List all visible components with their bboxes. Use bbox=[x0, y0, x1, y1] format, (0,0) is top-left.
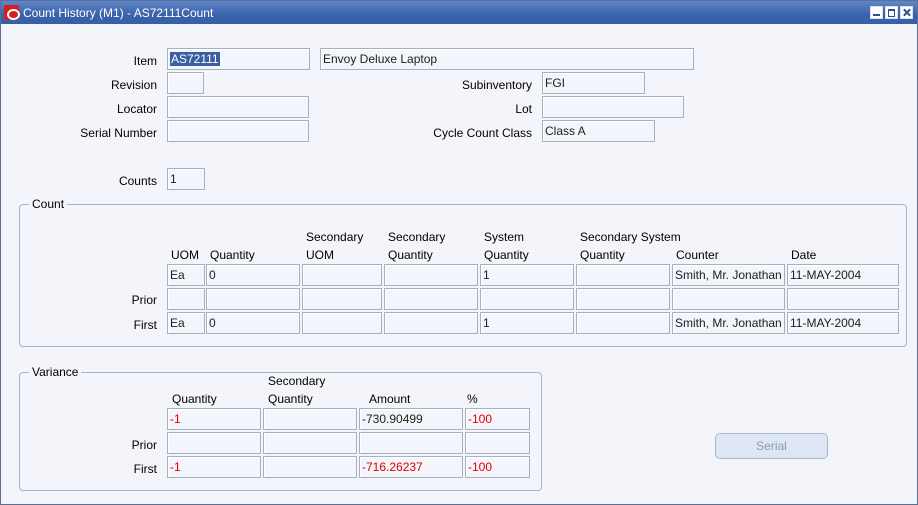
revision-field[interactable] bbox=[167, 72, 204, 94]
col-system-quantity-line1: System bbox=[484, 230, 525, 244]
count-first-quantity[interactable]: 0 bbox=[206, 312, 300, 334]
count-prior-date[interactable] bbox=[787, 288, 899, 310]
serial-number-label: Serial Number bbox=[80, 126, 157, 140]
variance-prior-percent[interactable] bbox=[465, 432, 530, 454]
count-first-secondary-system-quantity[interactable] bbox=[576, 312, 670, 334]
count-first-secondary-uom[interactable] bbox=[302, 312, 382, 334]
var-col-amount: Amount bbox=[369, 392, 411, 406]
variance-first-quantity[interactable]: -1 bbox=[167, 456, 261, 478]
col-counter: Counter bbox=[676, 248, 719, 262]
item-label: Item bbox=[133, 54, 157, 68]
count-prior-secondary-system-quantity[interactable] bbox=[576, 288, 670, 310]
count-group-title: Count bbox=[29, 197, 68, 211]
count-prior-label: Prior bbox=[131, 293, 157, 307]
variance-first-amount[interactable]: -716.26237 bbox=[359, 456, 463, 478]
count-current-counter[interactable]: Smith, Mr. Jonathan bbox=[672, 264, 785, 286]
count-current-secondary-uom[interactable] bbox=[302, 264, 382, 286]
count-current-secondary-system-quantity[interactable] bbox=[576, 264, 670, 286]
window-title: Count History (M1) - AS72111Count bbox=[23, 6, 214, 20]
col-secondary-system-quantity-line1: Secondary System bbox=[580, 230, 681, 244]
count-current-uom[interactable]: Ea bbox=[167, 264, 205, 286]
subinventory-field[interactable]: FGI bbox=[542, 72, 645, 94]
item-value: AS72111 bbox=[170, 52, 220, 66]
locator-label: Locator bbox=[116, 102, 157, 116]
count-prior-secondary-quantity[interactable] bbox=[384, 288, 478, 310]
lot-label: Lot bbox=[515, 102, 532, 116]
variance-current-quantity[interactable]: -1 bbox=[167, 408, 261, 430]
var-col-percent: % bbox=[467, 392, 478, 406]
count-first-system-quantity[interactable]: 1 bbox=[480, 312, 574, 334]
col-uom: UOM bbox=[171, 248, 199, 262]
count-first-secondary-quantity[interactable] bbox=[384, 312, 478, 334]
var-col-secondary-quantity-line1: Secondary bbox=[268, 374, 326, 388]
count-first-counter[interactable]: Smith, Mr. Jonathan bbox=[672, 312, 785, 334]
lot-field[interactable] bbox=[542, 96, 684, 118]
count-prior-quantity[interactable] bbox=[206, 288, 300, 310]
variance-prior-secondary-quantity[interactable] bbox=[263, 432, 357, 454]
col-secondary-quantity-line2: Quantity bbox=[388, 248, 433, 262]
col-date: Date bbox=[791, 248, 817, 262]
variance-group-title: Variance bbox=[29, 365, 82, 379]
count-current-quantity[interactable]: 0 bbox=[206, 264, 300, 286]
col-system-quantity-line2: Quantity bbox=[484, 248, 529, 262]
var-col-quantity: Quantity bbox=[172, 392, 217, 406]
close-icon[interactable] bbox=[900, 6, 913, 19]
cycle-count-class-label: Cycle Count Class bbox=[433, 126, 532, 140]
minimize-icon[interactable] bbox=[870, 6, 883, 19]
revision-label: Revision bbox=[110, 78, 157, 92]
col-quantity: Quantity bbox=[210, 248, 255, 262]
item-description-field[interactable]: Envoy Deluxe Laptop bbox=[320, 48, 694, 70]
variance-first-label: First bbox=[133, 462, 157, 476]
variance-current-amount[interactable]: -730.90499 bbox=[359, 408, 463, 430]
var-col-secondary-quantity-line2: Quantity bbox=[268, 392, 313, 406]
variance-current-percent[interactable]: -100 bbox=[465, 408, 530, 430]
count-prior-uom[interactable] bbox=[167, 288, 205, 310]
count-current-secondary-quantity[interactable] bbox=[384, 264, 478, 286]
count-prior-secondary-uom[interactable] bbox=[302, 288, 382, 310]
locator-field[interactable] bbox=[167, 96, 309, 118]
count-first-label: First bbox=[133, 318, 157, 332]
variance-current-secondary-quantity[interactable] bbox=[263, 408, 357, 430]
item-field[interactable]: AS72111 bbox=[167, 48, 310, 70]
variance-prior-label: Prior bbox=[131, 438, 157, 452]
variance-first-secondary-quantity[interactable] bbox=[263, 456, 357, 478]
serial-button[interactable]: Serial bbox=[715, 433, 828, 459]
variance-prior-quantity[interactable] bbox=[167, 432, 261, 454]
variance-prior-amount[interactable] bbox=[359, 432, 463, 454]
count-prior-system-quantity[interactable] bbox=[480, 288, 574, 310]
count-first-date[interactable]: 11-MAY-2004 bbox=[787, 312, 899, 334]
count-current-system-quantity[interactable]: 1 bbox=[480, 264, 574, 286]
counts-field[interactable]: 1 bbox=[167, 168, 205, 190]
variance-first-percent[interactable]: -100 bbox=[465, 456, 530, 478]
count-group bbox=[19, 204, 907, 347]
counts-label: Counts bbox=[118, 174, 157, 188]
col-secondary-system-quantity-line2: Quantity bbox=[580, 248, 625, 262]
col-secondary-quantity-line1: Secondary bbox=[388, 230, 446, 244]
col-secondary-uom-line1: Secondary bbox=[306, 230, 364, 244]
maximize-icon[interactable] bbox=[885, 6, 898, 19]
oracle-logo-icon bbox=[4, 5, 20, 20]
col-secondary-uom-line2: UOM bbox=[306, 248, 334, 262]
cycle-count-class-field[interactable]: Class A bbox=[542, 120, 655, 142]
count-first-uom[interactable]: Ea bbox=[167, 312, 205, 334]
count-prior-counter[interactable] bbox=[672, 288, 785, 310]
variance-group bbox=[19, 372, 542, 491]
subinventory-label: Subinventory bbox=[461, 78, 532, 92]
count-current-date[interactable]: 11-MAY-2004 bbox=[787, 264, 899, 286]
title-bar[interactable]: Count History (M1) - AS72111Count bbox=[1, 1, 917, 24]
serial-number-field[interactable] bbox=[167, 120, 309, 142]
